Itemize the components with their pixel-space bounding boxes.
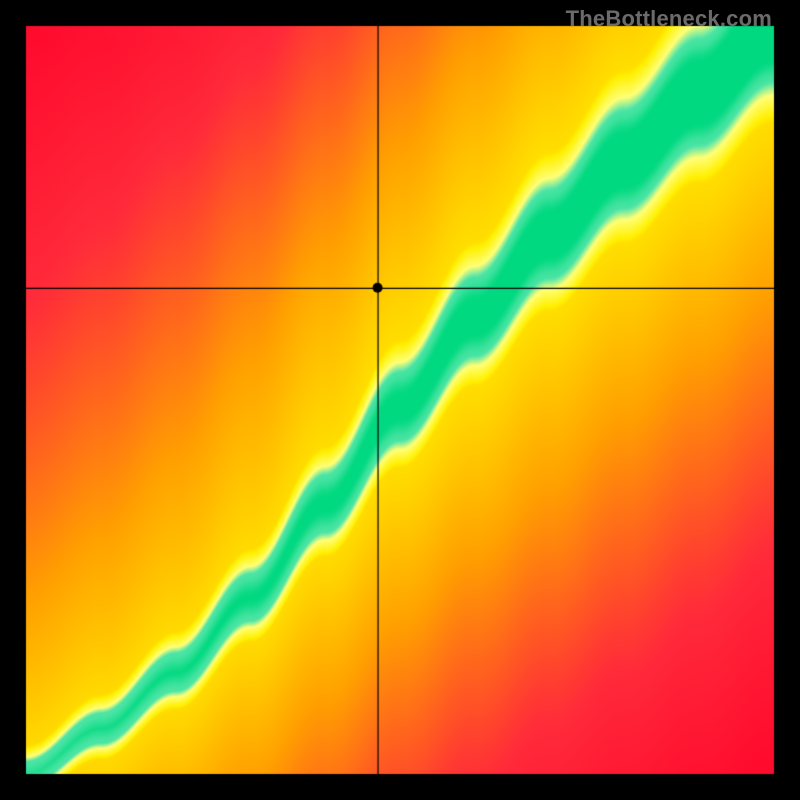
bottleneck-heatmap-chart: TheBottleneck.com (0, 0, 800, 800)
attribution-label: TheBottleneck.com (566, 6, 772, 32)
heatmap-canvas (0, 0, 800, 800)
